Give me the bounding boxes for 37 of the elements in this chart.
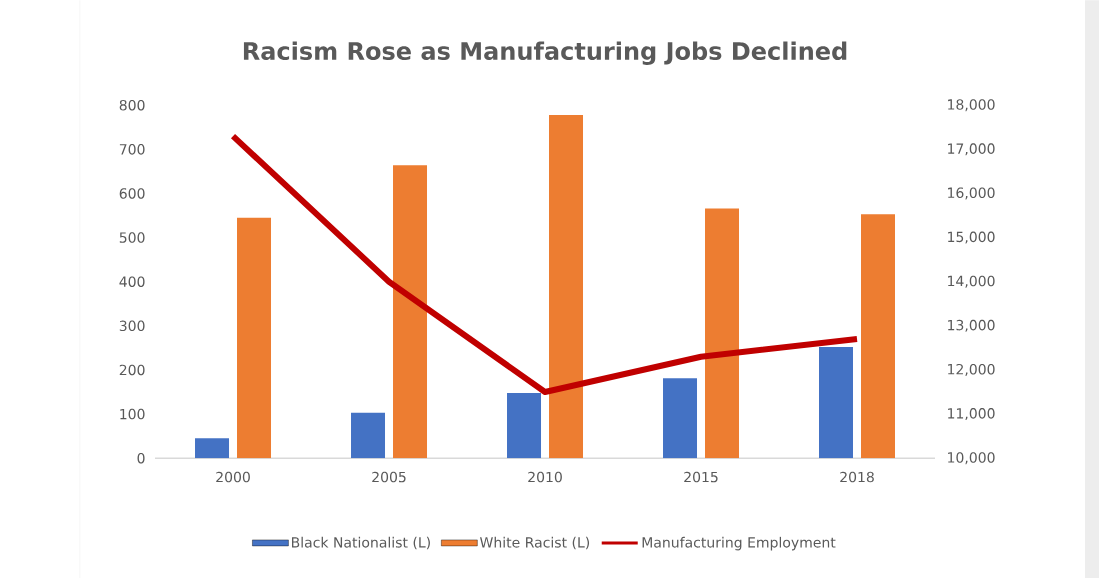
y2-tick-label: 16,000 <box>948 187 995 200</box>
bar <box>663 378 698 458</box>
x-tick-label: 2015 <box>684 471 718 483</box>
y2-tick-label: 15,000 <box>948 231 995 244</box>
bar <box>237 217 272 458</box>
bar <box>351 412 386 458</box>
legend-label: White Racist (L) <box>480 536 590 550</box>
x-tick-label: 2018 <box>840 471 874 483</box>
bar <box>819 346 854 458</box>
y2-tick-label: 12,000 <box>948 363 995 376</box>
y-tick-label: 400 <box>119 276 145 287</box>
x-tick-label: 2005 <box>372 471 406 483</box>
y-tick-label: 200 <box>119 364 145 376</box>
y2-tick-label: 10,000 <box>948 451 995 465</box>
y-tick-label: 100 <box>120 408 145 420</box>
y-tick-label: 500 <box>119 232 145 243</box>
bar <box>195 438 230 458</box>
x-tick-label: 2010 <box>528 471 562 483</box>
y2-tick-label: 18,000 <box>948 99 995 112</box>
legend-label: Black Nationalist (L) <box>292 536 430 550</box>
y-tick-label: 0 <box>137 452 145 464</box>
y-tick-label: 800 <box>119 99 145 111</box>
legend-label: Manufacturing Employment <box>642 536 836 551</box>
y2-tick-label: 11,000 <box>948 407 995 420</box>
bar <box>861 214 896 458</box>
y2-tick-label: 17,000 <box>948 143 995 156</box>
bar <box>393 165 428 458</box>
y2-tick-label: 14,000 <box>948 275 995 288</box>
bar <box>705 208 740 458</box>
bar <box>549 114 584 458</box>
x-tick-label: 2000 <box>216 471 250 483</box>
y-tick-label: 300 <box>119 320 145 331</box>
bar <box>507 392 542 458</box>
y-tick-label: 600 <box>119 187 145 199</box>
y-tick-label: 700 <box>119 143 145 155</box>
y2-tick-label: 13,000 <box>948 319 995 332</box>
chart-title: Racism Rose as Manufacturing Jobs Declined <box>243 41 847 65</box>
